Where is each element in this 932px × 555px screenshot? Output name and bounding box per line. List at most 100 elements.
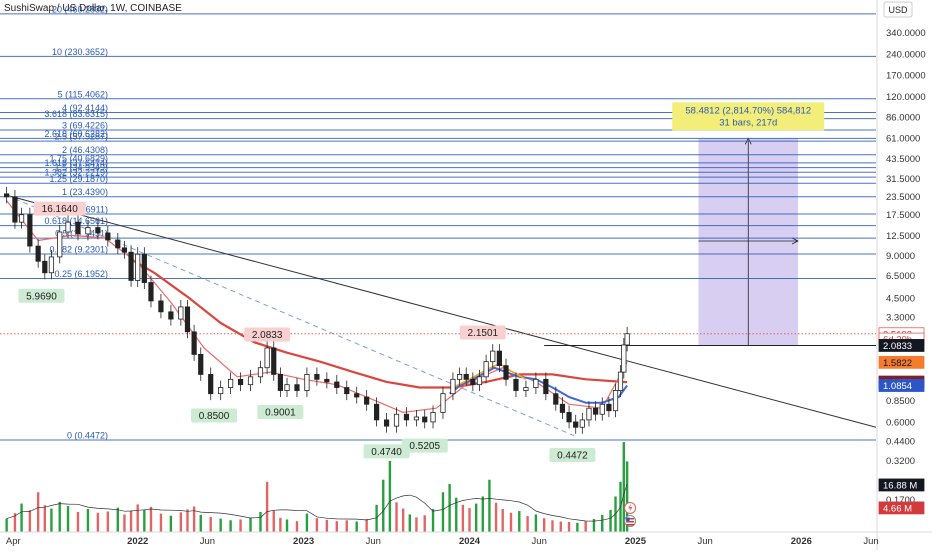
candle-body bbox=[121, 247, 128, 253]
annotations-group: 16.1640 5.9690 2.0833 0.8500 0.9001 0.4740 0.5… bbox=[18, 201, 596, 462]
candle-body bbox=[257, 367, 264, 378]
volume-bar bbox=[136, 504, 139, 532]
currency-button-bg[interactable] bbox=[883, 1, 913, 18]
volume-bar bbox=[509, 512, 513, 532]
volume-bar bbox=[625, 461, 629, 532]
time-tick-label: 2026 bbox=[791, 536, 812, 547]
candle-body bbox=[128, 251, 134, 281]
trendlines-group[interactable] bbox=[0, 194, 877, 437]
price-tag-bg[interactable] bbox=[878, 501, 925, 515]
volume-bar bbox=[199, 514, 202, 532]
price-tag-bg[interactable] bbox=[878, 478, 925, 492]
volume-group bbox=[5, 442, 629, 532]
volume-bar bbox=[526, 516, 529, 532]
price-tag-label: 4.66 M bbox=[883, 503, 912, 514]
candle-body bbox=[105, 232, 111, 241]
descending-trendline[interactable] bbox=[6, 194, 877, 428]
low-annotation-bg bbox=[549, 447, 596, 462]
price-tag-label: 2.0833 bbox=[883, 341, 912, 352]
time-tick-label: 2023 bbox=[293, 536, 314, 547]
volume-bar bbox=[551, 520, 554, 532]
volume-bar bbox=[534, 514, 538, 532]
volume-bar bbox=[229, 520, 232, 532]
dashed-support-line[interactable] bbox=[6, 194, 575, 437]
volume-bar bbox=[129, 510, 133, 532]
time-tick-label: Jun bbox=[366, 536, 381, 547]
low-annotation-label: 5.9690 bbox=[26, 291, 57, 302]
candle-body bbox=[198, 354, 204, 375]
candle-body bbox=[344, 387, 350, 395]
candle-body bbox=[490, 350, 496, 363]
volume-bar bbox=[272, 510, 275, 532]
currency-button[interactable]: USD bbox=[888, 5, 908, 15]
candle-body bbox=[523, 387, 529, 391]
candle-body bbox=[573, 421, 579, 428]
price-tick-label: 23.5000 bbox=[886, 192, 920, 203]
price-tick-label: 0.8500 bbox=[886, 396, 915, 407]
volume-bar bbox=[209, 516, 212, 532]
price-tick-label: 31.5000 bbox=[886, 174, 920, 185]
volume-bar bbox=[295, 521, 299, 532]
candle-body bbox=[463, 374, 469, 380]
volume-bar bbox=[13, 513, 17, 532]
candle-body bbox=[277, 374, 283, 391]
time-tick-label: Jun bbox=[697, 536, 712, 547]
fib-level-label: 3.618 (83.6315) bbox=[44, 109, 108, 119]
volume-bar bbox=[123, 514, 126, 532]
volume-bar bbox=[584, 521, 587, 532]
price-tick-label: 9.0000 bbox=[886, 251, 915, 262]
lightning-glyph bbox=[628, 503, 633, 513]
measure-label-line2: 31 bars, 217d bbox=[719, 117, 777, 128]
candle-body bbox=[115, 239, 121, 249]
candle-body bbox=[35, 245, 41, 262]
candle-body bbox=[624, 333, 630, 346]
candle-body bbox=[85, 227, 91, 235]
candle-body bbox=[606, 403, 612, 412]
candle-body bbox=[456, 374, 463, 380]
volume-bar bbox=[259, 511, 262, 532]
flag-stripe bbox=[626, 521, 635, 523]
candle-body bbox=[476, 376, 483, 386]
fib-level-label: 4 (92.4144) bbox=[62, 103, 108, 113]
volume-bar bbox=[448, 483, 451, 532]
volume-bar bbox=[622, 442, 626, 532]
volume-bar bbox=[58, 501, 61, 532]
volume-bar bbox=[335, 521, 338, 532]
candle-body bbox=[48, 256, 55, 274]
price-tag-bg[interactable] bbox=[878, 355, 925, 369]
candle-body bbox=[483, 361, 489, 378]
volume-bar bbox=[5, 518, 8, 532]
fib-level-label: 1 (23.4390) bbox=[62, 187, 108, 197]
candle-body bbox=[559, 403, 566, 413]
time-tick-label: Jun bbox=[532, 536, 547, 547]
flag-stripe bbox=[626, 518, 635, 520]
price-tag-bg[interactable] bbox=[878, 379, 925, 392]
high-annotation-label: 2.0833 bbox=[252, 330, 283, 341]
price-tag-bg[interactable] bbox=[878, 339, 925, 352]
candle-body bbox=[324, 378, 330, 383]
header-group: SushiSwap / US Dollar, 1W, COINBASE USD bbox=[4, 1, 913, 18]
high-annotation-bg bbox=[244, 327, 291, 342]
candle-body bbox=[543, 378, 549, 395]
volume-bar bbox=[96, 512, 100, 532]
volume-bar bbox=[542, 518, 546, 532]
volume-bar bbox=[488, 479, 491, 532]
volume-bar bbox=[106, 511, 110, 532]
candle-body bbox=[403, 413, 410, 421]
price-tick-label: 12.5000 bbox=[886, 231, 920, 242]
candle-body bbox=[178, 306, 184, 320]
volume-bar bbox=[28, 510, 32, 532]
candle-body bbox=[393, 413, 400, 427]
time-tick-label: 2022 bbox=[127, 536, 148, 547]
price-tick-label: 0.1700 bbox=[886, 495, 915, 506]
measure-box-group[interactable] bbox=[698, 137, 799, 346]
volume-bar bbox=[415, 517, 418, 532]
volume-bar bbox=[395, 502, 398, 532]
candle-body bbox=[470, 378, 476, 386]
time-axis-group[interactable]: Apr 2022 Jun 2023 Jun 2024 Jun 2025 Jun 2026 Jun bbox=[6, 536, 879, 547]
symbol-title: SushiSwap / US Dollar, 1W, COINBASE bbox=[4, 3, 182, 14]
high-annotation-bg bbox=[33, 201, 86, 216]
